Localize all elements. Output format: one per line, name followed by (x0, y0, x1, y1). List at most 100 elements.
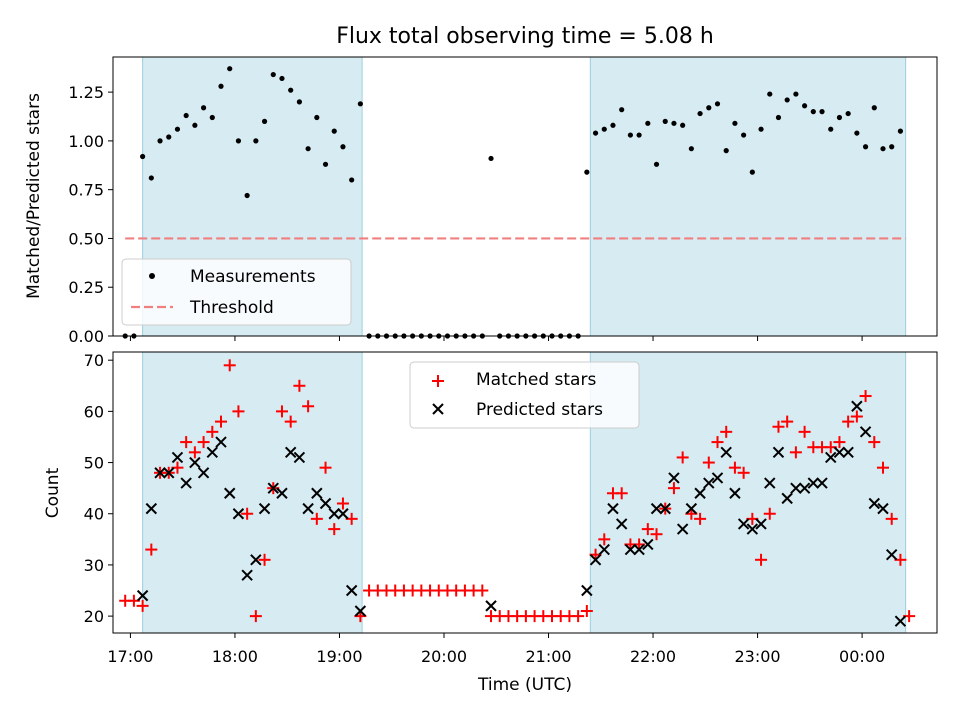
legend-matched-label: Matched stars (476, 370, 596, 390)
measurements-point (296, 99, 303, 105)
x-b (311, 487, 323, 499)
matched-stars-point (249, 610, 262, 623)
top-y-tick-label: 1.25 (68, 83, 104, 102)
x-b (171, 451, 184, 464)
x-b (607, 502, 619, 515)
matched-stars-point (833, 436, 846, 449)
measurements-point (619, 107, 625, 113)
predicted-stars-point (868, 497, 880, 510)
predicted-stars-point (894, 615, 907, 627)
predicted-stars-point (615, 518, 628, 530)
matched-stars-point (580, 604, 593, 617)
top-y-axis-label: Matched/Predicted stars (24, 93, 44, 299)
predicted-stars-point (859, 426, 872, 438)
x-b (885, 548, 898, 561)
predicted-stars-point (189, 456, 201, 469)
matched-stars-point (215, 415, 228, 428)
predicted-stars-point (136, 589, 149, 602)
x-b (807, 477, 820, 489)
x-b (668, 472, 680, 484)
predicted-stars-point (659, 502, 671, 515)
x-b (772, 446, 785, 459)
bottom-legend-frame (409, 361, 640, 429)
x-b (145, 502, 158, 515)
predicted-stars-point (885, 548, 898, 561)
matched-stars-point (702, 456, 715, 469)
x-b (676, 523, 689, 535)
x-b (276, 487, 288, 499)
x-b (790, 482, 802, 494)
bottom-y-tick-label: 70 (84, 351, 104, 370)
predicted-stars-point (650, 502, 663, 515)
predicted-stars-point (197, 467, 210, 479)
measurements-point (148, 175, 154, 181)
measurements-point (714, 101, 721, 107)
measurements-point (340, 144, 346, 150)
predicted-stars-point (145, 502, 158, 515)
measurements-point (680, 122, 686, 128)
x-b (624, 543, 637, 556)
x-tick-label: 21:00 (525, 647, 571, 666)
x-tick-label: 22:00 (630, 647, 676, 666)
x-b (154, 467, 166, 479)
measurements-point (183, 112, 189, 119)
measurements-point (862, 144, 869, 150)
matched-stars-point (676, 451, 689, 464)
measurements-point (140, 153, 146, 160)
bottom-legend: Matched stars Predicted stars (409, 361, 640, 429)
x-b (345, 584, 358, 597)
matched-stars-point (720, 425, 733, 438)
predicted-stars-point (720, 446, 732, 459)
measurements-point (610, 122, 616, 128)
measurements-point (174, 126, 181, 132)
predicted-stars-point (668, 472, 680, 484)
x-b (737, 518, 750, 530)
matched-stars-point (598, 533, 611, 546)
bottom-shaded-interval (589, 351, 907, 634)
x-b (694, 487, 706, 499)
bottom-x-axis-label: Time (UTC) (477, 675, 572, 695)
x-b (293, 451, 306, 464)
measurements-point (871, 105, 877, 111)
top-shaded-interval (589, 56, 907, 337)
matched-stars-point (711, 436, 724, 449)
x-b (485, 600, 497, 612)
predicted-stars-point (737, 518, 750, 530)
x-b (189, 456, 201, 469)
predicted-stars-point (250, 554, 262, 566)
x-tick-label: 17:00 (107, 647, 153, 666)
x-b (798, 482, 811, 494)
x-b (650, 502, 663, 515)
measurements-point (810, 109, 816, 115)
measurements-point (802, 103, 808, 109)
matched-stars-point (650, 528, 663, 541)
measurements-point (349, 177, 355, 183)
predicted-stars-point (276, 487, 288, 499)
top-legend-frame (121, 258, 352, 326)
bottom-y-tick-label: 30 (84, 556, 104, 575)
predicted-stars-point (171, 451, 184, 464)
measurements-point (270, 71, 276, 78)
predicted-stars-point (284, 446, 297, 459)
bottom-y-tick-label: 40 (84, 505, 104, 524)
top-y-tick-label: 0.25 (68, 278, 104, 297)
measurements-point (784, 97, 790, 103)
predicted-stars-point (319, 497, 332, 510)
matched-stars-point (310, 512, 323, 525)
measurements-point (157, 138, 163, 144)
x-b (598, 543, 610, 556)
x-b (729, 487, 741, 499)
measurements-point (235, 138, 242, 144)
measurements-point (592, 130, 599, 136)
top-chart-title: Flux total observing time = 5.08 h (336, 24, 714, 49)
matched-stars-point (180, 436, 193, 449)
measurements-point (854, 130, 860, 136)
x-tick-label: 00:00 (839, 647, 885, 666)
x-b (877, 502, 889, 515)
matched-stars-point (885, 512, 898, 525)
x-b (825, 451, 837, 464)
matched-stars-point (275, 405, 288, 418)
x-b (711, 472, 724, 484)
measurements-point (897, 128, 904, 134)
matched-stars-point (241, 507, 254, 520)
